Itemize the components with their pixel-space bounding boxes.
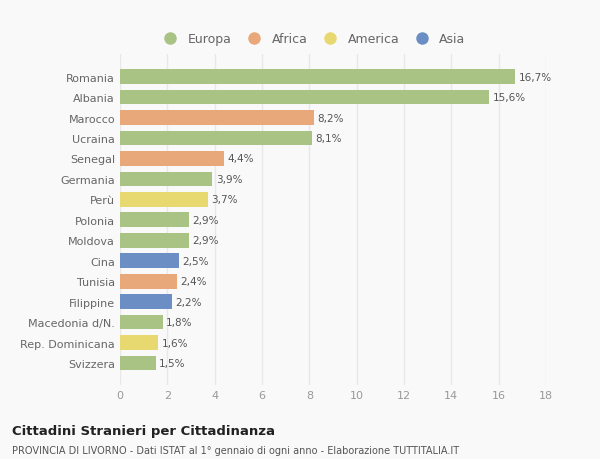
Text: Cittadini Stranieri per Cittadinanza: Cittadini Stranieri per Cittadinanza xyxy=(12,425,275,437)
Text: 3,7%: 3,7% xyxy=(211,195,238,205)
Bar xyxy=(120,131,312,146)
Bar xyxy=(120,254,179,269)
Text: 8,1%: 8,1% xyxy=(315,134,342,144)
Text: 16,7%: 16,7% xyxy=(519,73,552,83)
Text: 2,4%: 2,4% xyxy=(181,277,207,286)
Legend: Europa, Africa, America, Asia: Europa, Africa, America, Asia xyxy=(153,28,470,51)
Text: PROVINCIA DI LIVORNO - Dati ISTAT al 1° gennaio di ogni anno - Elaborazione TUTT: PROVINCIA DI LIVORNO - Dati ISTAT al 1° … xyxy=(12,445,459,455)
Bar xyxy=(120,152,224,167)
Text: 1,5%: 1,5% xyxy=(159,358,185,368)
Text: 2,2%: 2,2% xyxy=(176,297,202,307)
Text: 4,4%: 4,4% xyxy=(227,154,254,164)
Bar xyxy=(120,111,314,126)
Bar xyxy=(120,172,212,187)
Bar xyxy=(120,274,177,289)
Bar xyxy=(120,315,163,330)
Text: 1,6%: 1,6% xyxy=(161,338,188,348)
Bar xyxy=(120,336,158,350)
Bar xyxy=(120,233,188,248)
Text: 1,8%: 1,8% xyxy=(166,317,193,327)
Text: 2,9%: 2,9% xyxy=(192,236,218,246)
Bar xyxy=(120,213,188,228)
Text: 15,6%: 15,6% xyxy=(493,93,526,103)
Text: 8,2%: 8,2% xyxy=(317,113,344,123)
Bar xyxy=(120,193,208,207)
Bar xyxy=(120,70,515,85)
Text: 2,5%: 2,5% xyxy=(183,256,209,266)
Bar xyxy=(120,356,155,370)
Text: 3,9%: 3,9% xyxy=(216,174,242,185)
Text: 2,9%: 2,9% xyxy=(192,215,218,225)
Bar xyxy=(120,90,489,105)
Bar xyxy=(120,295,172,309)
